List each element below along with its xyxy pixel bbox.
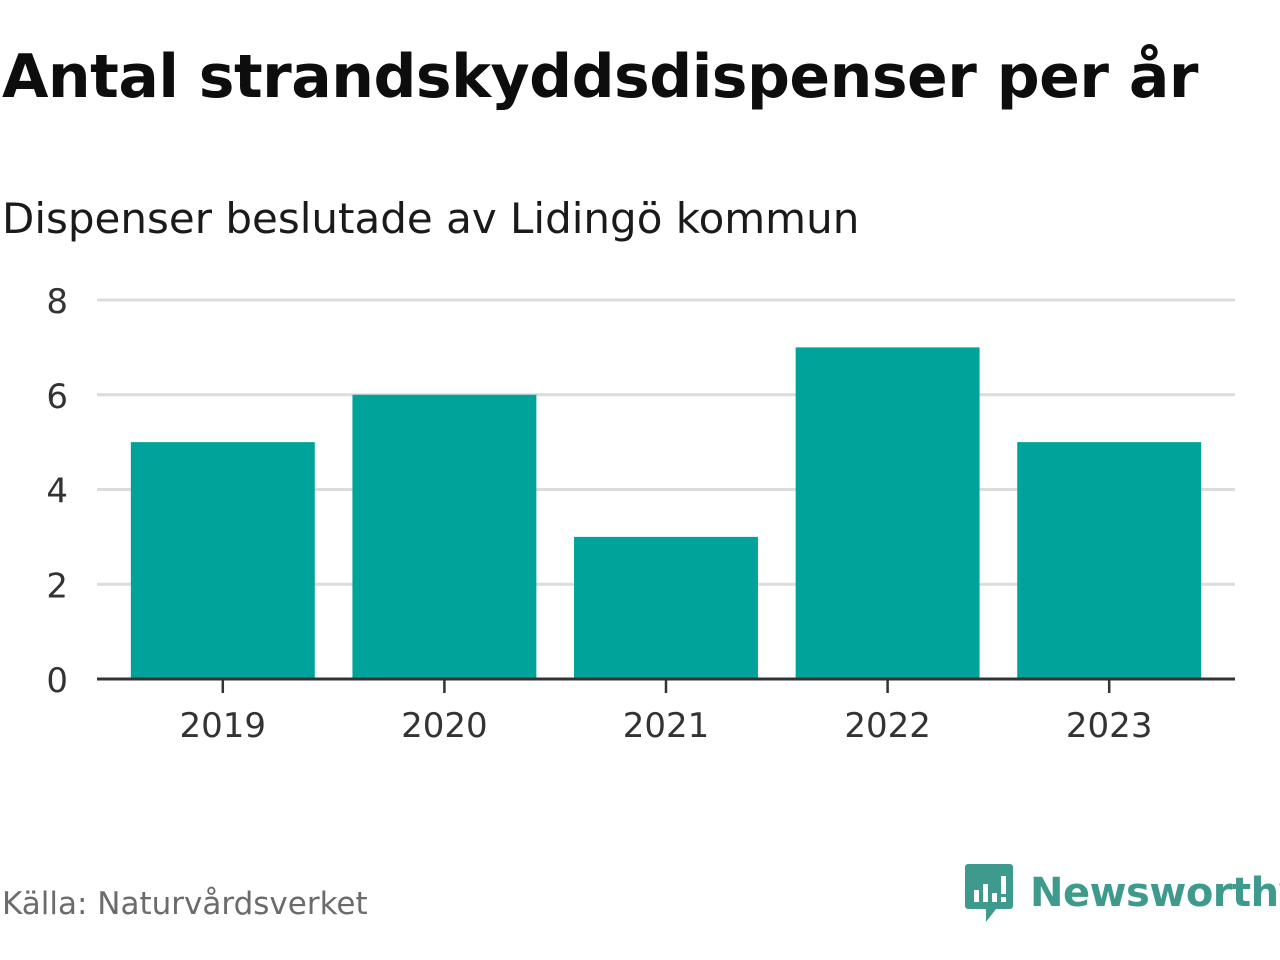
bar (795, 347, 980, 679)
x-tick-label: 2021 (623, 706, 710, 746)
y-tick-label: 2 (46, 566, 68, 606)
axes: 0 2 4 6 8 2019 2020 2021 2022 2023 (46, 282, 1235, 746)
x-tick-label: 2020 (401, 706, 488, 746)
x-tick-label: 2019 (180, 706, 267, 746)
bar (352, 394, 537, 679)
x-tick-label: 2022 (844, 706, 931, 746)
bar (1017, 442, 1202, 679)
y-tick-label: 4 (46, 472, 68, 512)
newsworthy-logo-icon (965, 864, 1013, 922)
bars (130, 347, 1202, 679)
bar (574, 536, 758, 679)
y-tick-label: 0 (46, 661, 68, 701)
source-note: Källa: Naturvårdsverket (2, 886, 368, 922)
bar (130, 442, 315, 679)
y-tick-label: 6 (46, 377, 68, 417)
brand-logo: Newsworthy (964, 862, 1280, 924)
x-tick-label: 2023 (1066, 706, 1153, 746)
chart-subtitle: Dispenser beslutade av Lidingö kommun (2, 194, 860, 243)
chart-title: Antal strandskyddsdispenser per år (2, 42, 1198, 112)
y-tick-label: 8 (46, 282, 68, 322)
brand-name: Newsworthy (1030, 870, 1280, 916)
